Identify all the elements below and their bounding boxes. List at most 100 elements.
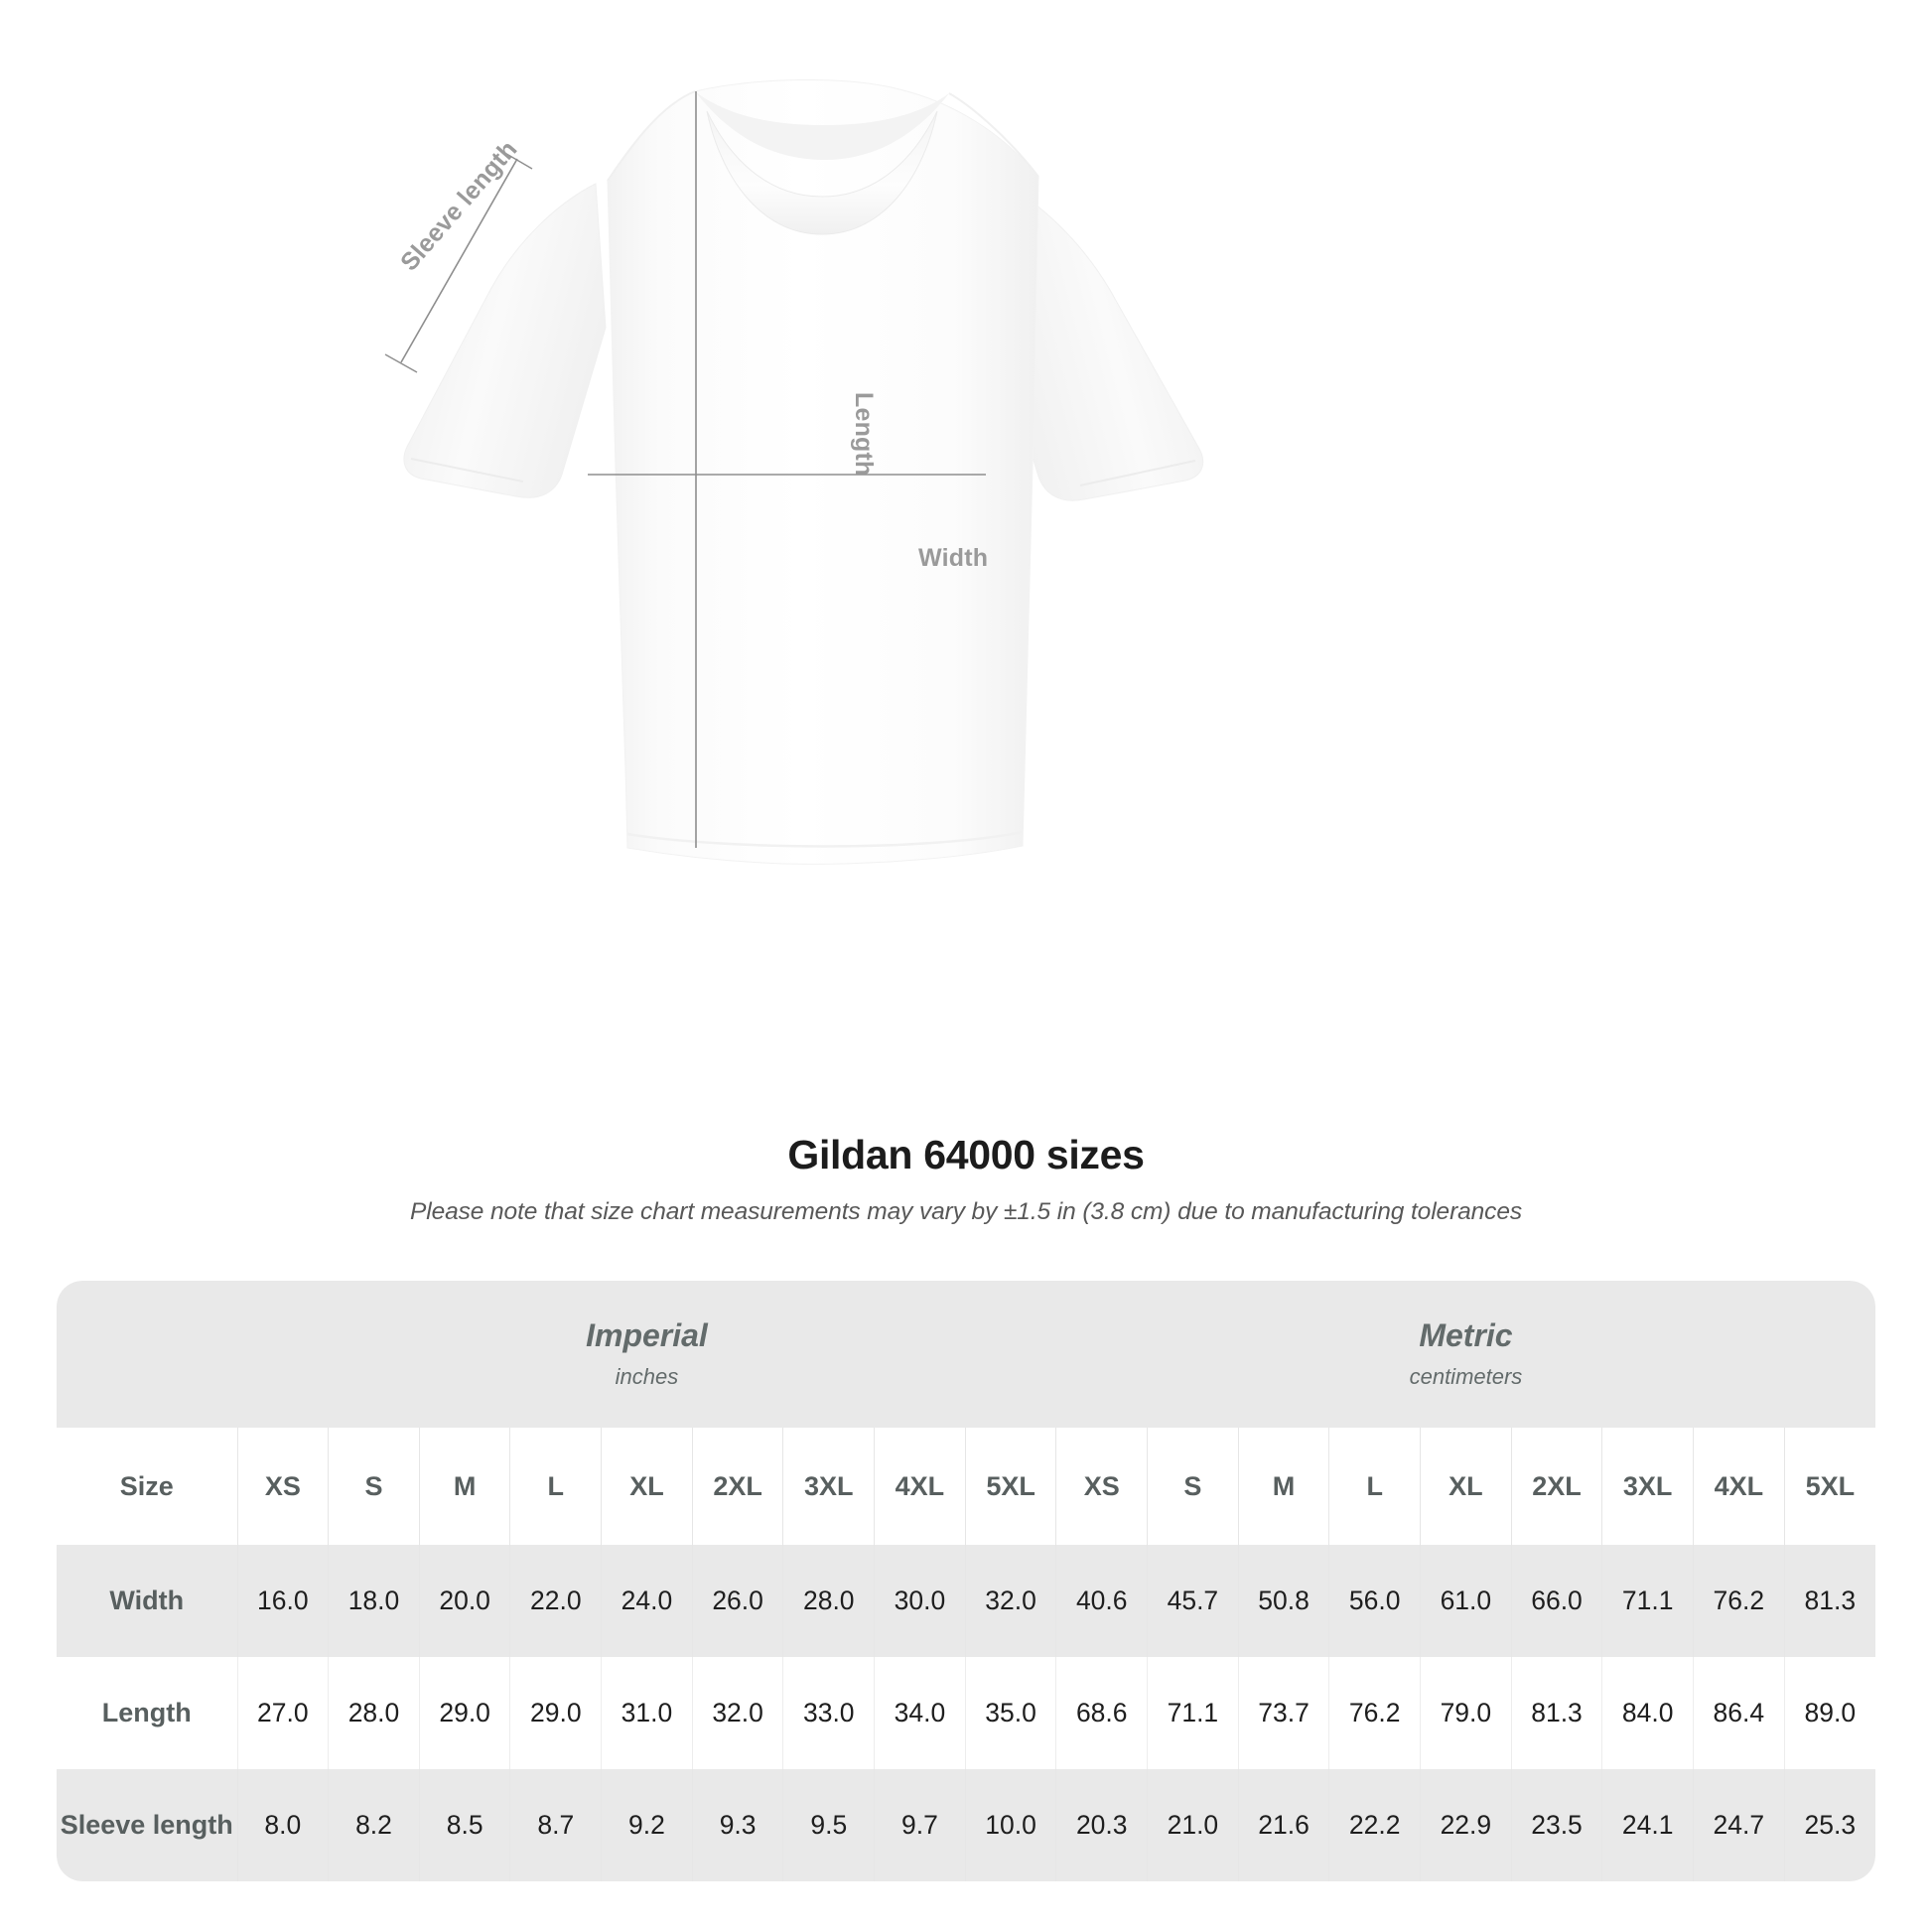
right-sleeve bbox=[992, 178, 1204, 501]
cell-sleeve-length-imperial-xs: 8.0 bbox=[236, 1769, 329, 1881]
cell-width-metric-3xl: 71.1 bbox=[1601, 1545, 1694, 1657]
size-header-xs-metric: XS bbox=[1055, 1428, 1148, 1545]
cell-sleeve-length-metric-xs: 20.3 bbox=[1055, 1769, 1148, 1881]
cell-width-metric-s: 45.7 bbox=[1147, 1545, 1239, 1657]
size-header-3xl-imperial: 3XL bbox=[782, 1428, 875, 1545]
column-header-size: Size bbox=[57, 1428, 237, 1545]
cell-length-imperial-m: 29.0 bbox=[418, 1657, 510, 1769]
row-header-sleeve-length: Sleeve length bbox=[57, 1769, 237, 1881]
cell-sleeve-length-metric-m: 21.6 bbox=[1237, 1769, 1329, 1881]
cell-length-imperial-xs: 27.0 bbox=[236, 1657, 329, 1769]
table-row: Length 27.0 28.0 29.0 29.0 31.0 32.0 33.0 34.0 35… bbox=[57, 1657, 1875, 1769]
size-header-l-imperial: L bbox=[509, 1428, 602, 1545]
unit-group-name: Imperial bbox=[586, 1316, 708, 1353]
size-header-row: Size XS S M L XL 2XL 3XL 4XL 5XL XS S M L XL 2XL 3XL 4XL 5… bbox=[57, 1428, 1875, 1545]
cell-width-imperial-4xl: 30.0 bbox=[874, 1545, 966, 1657]
cell-length-imperial-5xl: 35.0 bbox=[964, 1657, 1056, 1769]
cell-width-imperial-s: 18.0 bbox=[328, 1545, 420, 1657]
sleeve-tick-bottom bbox=[384, 353, 418, 373]
length-label: Length bbox=[850, 392, 878, 477]
cell-length-imperial-s: 28.0 bbox=[328, 1657, 420, 1769]
row-header-length: Length bbox=[57, 1657, 237, 1769]
unit-row-corner-cell bbox=[57, 1281, 237, 1428]
left-sleeve bbox=[403, 183, 607, 498]
cell-length-metric-xl: 79.0 bbox=[1420, 1657, 1512, 1769]
size-header-m-metric: M bbox=[1237, 1428, 1329, 1545]
sleeve-dimension-arrow bbox=[400, 158, 518, 363]
page-subtitle: Please note that size chart measurements… bbox=[410, 1198, 1522, 1225]
cell-width-imperial-xs: 16.0 bbox=[236, 1545, 329, 1657]
cell-width-imperial-2xl: 26.0 bbox=[691, 1545, 783, 1657]
cell-sleeve-length-imperial-l: 8.7 bbox=[509, 1769, 602, 1881]
unit-group-imperial: Imperial inches bbox=[237, 1281, 1056, 1428]
cell-length-metric-s: 71.1 bbox=[1147, 1657, 1239, 1769]
cell-width-metric-l: 56.0 bbox=[1328, 1545, 1421, 1657]
cell-sleeve-length-metric-2xl: 23.5 bbox=[1510, 1769, 1602, 1881]
cell-sleeve-length-imperial-5xl: 10.0 bbox=[964, 1769, 1056, 1881]
cell-sleeve-length-metric-l: 22.2 bbox=[1328, 1769, 1421, 1881]
tshirt-diagram: Sleeve length Length Width bbox=[384, 78, 1204, 865]
unit-header-row: Imperial inches Metric centimeters bbox=[57, 1281, 1875, 1428]
cell-width-imperial-3xl: 28.0 bbox=[782, 1545, 875, 1657]
cell-width-metric-m: 50.8 bbox=[1237, 1545, 1329, 1657]
size-header-s-imperial: S bbox=[328, 1428, 420, 1545]
neckline bbox=[706, 110, 938, 235]
row-header-width: Width bbox=[57, 1545, 237, 1657]
size-header-2xl-imperial: 2XL bbox=[691, 1428, 783, 1545]
cell-width-metric-5xl: 81.3 bbox=[1783, 1545, 1875, 1657]
cell-length-metric-2xl: 81.3 bbox=[1510, 1657, 1602, 1769]
size-header-5xl-metric: 5XL bbox=[1783, 1428, 1875, 1545]
size-header-s-metric: S bbox=[1147, 1428, 1239, 1545]
cell-width-imperial-m: 20.0 bbox=[418, 1545, 510, 1657]
cell-width-metric-xs: 40.6 bbox=[1055, 1545, 1148, 1657]
cell-width-metric-2xl: 66.0 bbox=[1510, 1545, 1602, 1657]
cell-sleeve-length-metric-4xl: 24.7 bbox=[1693, 1769, 1785, 1881]
cell-sleeve-length-metric-5xl: 25.3 bbox=[1783, 1769, 1875, 1881]
title-block: Gildan 64000 sizes Please note that size… bbox=[0, 1132, 1932, 1226]
hem-seam bbox=[626, 830, 1024, 848]
size-header-l-metric: L bbox=[1328, 1428, 1421, 1545]
cell-length-imperial-l: 29.0 bbox=[509, 1657, 602, 1769]
cell-width-metric-4xl: 76.2 bbox=[1693, 1545, 1785, 1657]
cell-length-imperial-4xl: 34.0 bbox=[874, 1657, 966, 1769]
table-row: Width 16.0 18.0 20.0 22.0 24.0 26.0 28.0 30.0 32.… bbox=[57, 1545, 1875, 1657]
cell-sleeve-length-imperial-4xl: 9.7 bbox=[874, 1769, 966, 1881]
cell-length-metric-l: 76.2 bbox=[1328, 1657, 1421, 1769]
size-header-xl-imperial: XL bbox=[601, 1428, 693, 1545]
size-header-xl-metric: XL bbox=[1420, 1428, 1512, 1545]
size-header-xs-imperial: XS bbox=[236, 1428, 329, 1545]
cell-width-metric-xl: 61.0 bbox=[1420, 1545, 1512, 1657]
cell-length-metric-xs: 68.6 bbox=[1055, 1657, 1148, 1769]
cell-width-imperial-5xl: 32.0 bbox=[964, 1545, 1056, 1657]
cell-sleeve-length-imperial-3xl: 9.5 bbox=[782, 1769, 875, 1881]
sleeve-tick-top bbox=[500, 150, 533, 170]
cell-length-metric-5xl: 89.0 bbox=[1783, 1657, 1875, 1769]
cell-width-imperial-xl: 24.0 bbox=[601, 1545, 693, 1657]
size-table: Imperial inches Metric centimeters Size XS S M L… bbox=[57, 1281, 1875, 1881]
cell-length-metric-m: 73.7 bbox=[1237, 1657, 1329, 1769]
cell-sleeve-length-metric-xl: 22.9 bbox=[1420, 1769, 1512, 1881]
table-row: Sleeve length 8.0 8.2 8.5 8.7 9.2 9.3 9.5 9.7 10.… bbox=[57, 1769, 1875, 1881]
page-title: Gildan 64000 sizes bbox=[787, 1132, 1145, 1177]
cell-length-imperial-xl: 31.0 bbox=[601, 1657, 693, 1769]
unit-group-name: Metric bbox=[1419, 1316, 1513, 1353]
collar-band bbox=[695, 91, 949, 161]
tshirt-illustration bbox=[384, 78, 1204, 865]
cell-sleeve-length-metric-3xl: 24.1 bbox=[1601, 1769, 1694, 1881]
size-header-4xl-imperial: 4XL bbox=[874, 1428, 966, 1545]
cell-sleeve-length-imperial-xl: 9.2 bbox=[601, 1769, 693, 1881]
cell-sleeve-length-imperial-m: 8.5 bbox=[418, 1769, 510, 1881]
shirt-body bbox=[607, 78, 1039, 865]
cell-length-imperial-3xl: 33.0 bbox=[782, 1657, 875, 1769]
cell-length-metric-4xl: 86.4 bbox=[1693, 1657, 1785, 1769]
size-table-wrapper: Imperial inches Metric centimeters Size XS S M L… bbox=[57, 1281, 1875, 1881]
cell-length-metric-3xl: 84.0 bbox=[1601, 1657, 1694, 1769]
cell-length-imperial-2xl: 32.0 bbox=[691, 1657, 783, 1769]
size-header-2xl-metric: 2XL bbox=[1510, 1428, 1602, 1545]
unit-group-subtitle: centimeters bbox=[1409, 1363, 1523, 1389]
unit-group-subtitle: inches bbox=[615, 1363, 679, 1389]
width-label: Width bbox=[918, 544, 989, 572]
size-header-4xl-metric: 4XL bbox=[1693, 1428, 1785, 1545]
unit-group-metric: Metric centimeters bbox=[1055, 1281, 1875, 1428]
